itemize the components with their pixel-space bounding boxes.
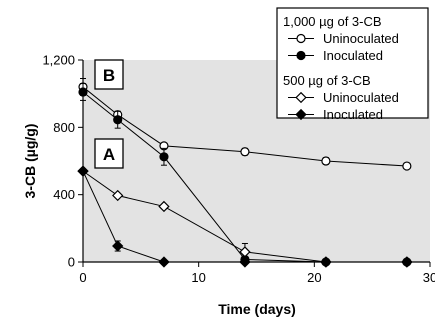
legend-marker <box>295 91 307 104</box>
x-tick-label: 30 <box>423 270 435 285</box>
x-axis-title: Time (days) <box>218 301 296 317</box>
y-tick-label: 400 <box>53 187 75 202</box>
y-tick-label: 1,200 <box>42 53 75 68</box>
data-point <box>78 87 88 97</box>
y-axis-title: 3-CB (µg/g) <box>22 124 38 199</box>
data-point <box>240 147 250 157</box>
data-point <box>112 189 124 202</box>
data-point <box>239 256 251 268</box>
data-point <box>77 165 89 177</box>
panel-label-box <box>94 138 124 169</box>
data-point <box>321 156 331 166</box>
legend-label: Inoculated <box>323 48 383 63</box>
y-tick-label: 0 <box>68 255 75 270</box>
series-line <box>82 170 407 263</box>
x-tick-label: 10 <box>191 270 205 285</box>
legend-label: Uninoculated <box>323 31 399 46</box>
legend-marker <box>296 33 306 44</box>
panel-label: B <box>103 66 115 85</box>
legend-marker <box>295 108 307 121</box>
legend-marker <box>296 50 306 61</box>
data-point <box>158 200 170 213</box>
data-point <box>159 152 169 162</box>
data-point <box>401 256 413 268</box>
legend: 1,000 µg of 3-CB Uninoculated Inoculated 50… <box>276 7 429 122</box>
legend-label: Uninoculated <box>323 90 399 105</box>
y-tick-label: 800 <box>53 120 75 135</box>
data-point <box>402 161 412 171</box>
data-point <box>113 115 123 125</box>
legend-label: Inoculated <box>323 107 383 122</box>
panel-label: A <box>103 145 115 164</box>
data-point <box>320 256 332 268</box>
x-tick-label: 20 <box>307 270 321 285</box>
legend-group-title: 1,000 µg of 3-CB <box>283 14 382 29</box>
legend-group-title: 500 µg of 3-CB <box>283 73 371 88</box>
panel-label-box <box>94 59 124 90</box>
series-line <box>82 86 407 167</box>
data-point <box>158 256 170 268</box>
series-4 <box>77 165 413 268</box>
series-layer <box>77 78 413 268</box>
x-tick-label: 0 <box>79 270 86 285</box>
data-point <box>112 240 124 252</box>
